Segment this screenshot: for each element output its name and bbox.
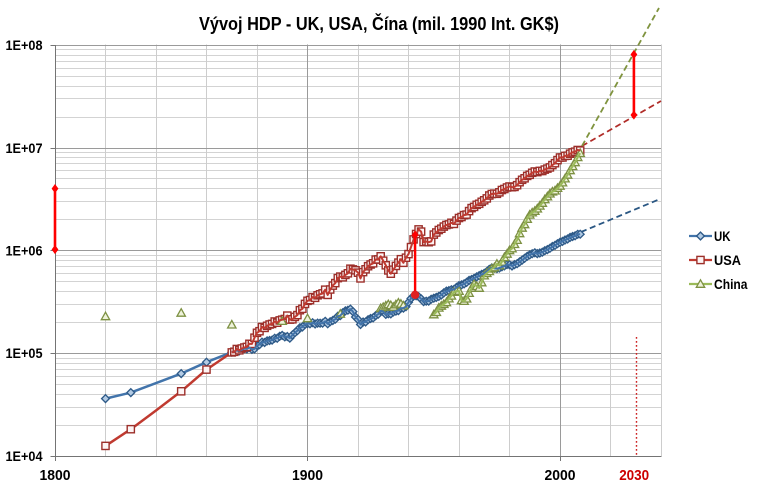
svg-text:1E+05: 1E+05 — [6, 345, 43, 361]
svg-text:China: China — [714, 277, 748, 292]
svg-text:USA: USA — [714, 253, 741, 268]
svg-text:1E+07: 1E+07 — [6, 140, 43, 156]
svg-text:1E+04: 1E+04 — [6, 448, 43, 464]
svg-text:UK: UK — [714, 229, 731, 244]
svg-text:1900: 1900 — [292, 468, 323, 484]
svg-text:2030: 2030 — [619, 468, 649, 484]
svg-text:Vývoj HDP - UK, USA, Čína (mil: Vývoj HDP - UK, USA, Čína (mil. 1990 Int… — [199, 13, 559, 34]
svg-text:1800: 1800 — [40, 468, 71, 484]
svg-text:2000: 2000 — [545, 468, 576, 484]
svg-text:1E+06: 1E+06 — [6, 243, 43, 259]
svg-text:1E+08: 1E+08 — [6, 37, 43, 53]
